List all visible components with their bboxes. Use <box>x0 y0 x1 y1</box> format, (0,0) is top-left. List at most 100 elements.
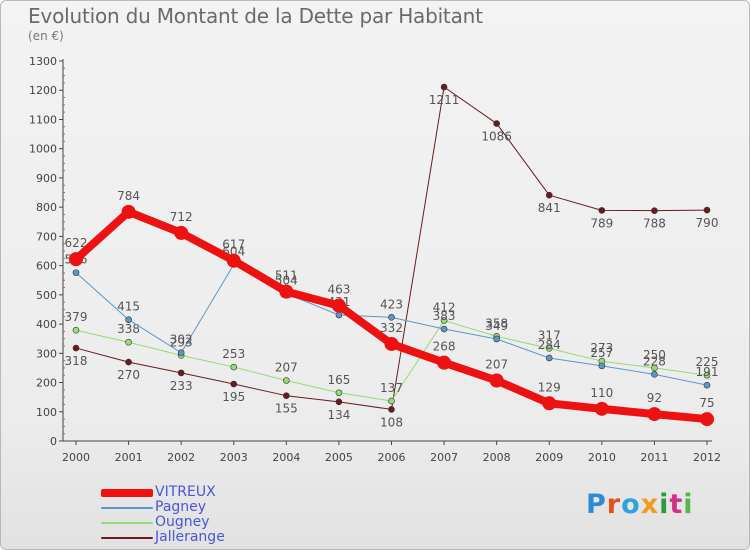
data-point <box>335 311 343 319</box>
data-point <box>388 397 395 405</box>
data-label: 1211 <box>429 93 460 107</box>
data-point <box>598 207 606 214</box>
data-label: 195 <box>222 390 245 404</box>
x-tick-label: 2005 <box>325 451 353 464</box>
legend-swatch <box>101 536 153 539</box>
data-label: 273 <box>590 341 613 355</box>
data-point <box>279 284 294 299</box>
data-label: 302 <box>170 333 193 347</box>
data-point <box>72 344 80 352</box>
data-label: 253 <box>222 347 245 361</box>
data-label: 207 <box>275 360 298 374</box>
data-point <box>226 253 241 268</box>
x-tick-label: 2004 <box>272 451 300 464</box>
y-tick-label: 1200 <box>29 84 57 97</box>
x-tick-label: 2011 <box>640 451 668 464</box>
data-label: 622 <box>65 236 88 250</box>
legend-item-vitreux: VITREUX <box>101 485 225 500</box>
data-label: 841 <box>538 201 561 215</box>
legend-swatch <box>101 506 153 509</box>
data-label: 250 <box>643 348 666 362</box>
data-point <box>489 373 504 388</box>
series-ougney: 379 338 293 253 207 165 137 412 358 317 273 250 225 <box>65 301 718 405</box>
data-label: 134 <box>327 408 350 422</box>
x-tick-label: 2007 <box>430 451 458 464</box>
data-label: 617 <box>222 238 245 252</box>
data-label: 423 <box>380 297 403 311</box>
x-tick-label: 2002 <box>167 451 195 464</box>
data-label: 379 <box>65 310 88 324</box>
data-label: 191 <box>696 365 719 379</box>
data-label: 338 <box>117 322 140 336</box>
logo-letter: P <box>586 489 607 520</box>
x-tick-label: 2000 <box>62 451 90 464</box>
logo-letter: x <box>640 489 660 520</box>
data-point <box>703 381 711 389</box>
logo-letter: i <box>683 489 694 520</box>
legend-swatch <box>101 488 153 497</box>
y-tick-label: 200 <box>36 377 57 390</box>
data-point <box>651 364 658 372</box>
series-jallerange: 318 270 233 195 155 134 108 1211 1086 841 789 788 79… <box>65 83 719 429</box>
data-label: 110 <box>590 386 613 400</box>
data-label: 788 <box>643 217 666 231</box>
y-tick-label: 800 <box>36 201 57 214</box>
legend-label: Jallerange <box>155 529 225 545</box>
data-label: 790 <box>696 216 719 230</box>
data-label: 155 <box>275 402 298 416</box>
data-point <box>69 252 83 267</box>
data-label: 784 <box>117 189 140 203</box>
logo-letter: t <box>669 489 684 520</box>
legend-label: Ougney <box>155 514 210 530</box>
data-label: 257 <box>590 346 613 360</box>
data-label: 270 <box>117 368 140 382</box>
data-label: 233 <box>170 379 193 393</box>
x-tick-label: 2012 <box>693 451 721 464</box>
data-point <box>594 401 609 416</box>
data-label: 207 <box>485 357 508 371</box>
data-label: 412 <box>433 301 456 315</box>
y-tick-label: 300 <box>36 347 57 360</box>
data-point <box>493 120 500 127</box>
legend-item-ougney: Ougney <box>101 515 225 530</box>
data-point <box>125 316 132 323</box>
data-point <box>283 392 290 399</box>
data-point <box>545 345 553 352</box>
data-point <box>388 406 395 413</box>
legend-item-jallerange: Jallerange <box>101 530 225 545</box>
y-tick-label: 1000 <box>29 143 57 156</box>
data-point <box>125 338 132 346</box>
data-label: 129 <box>538 380 561 394</box>
data-point <box>331 298 346 313</box>
data-point <box>545 354 553 362</box>
y-tick-label: 100 <box>36 406 57 419</box>
data-point <box>545 191 553 199</box>
data-label: 712 <box>170 210 193 224</box>
proxiti-logo: Proxiti <box>586 489 694 520</box>
data-point <box>437 355 452 370</box>
x-tick-label: 2009 <box>535 451 563 464</box>
data-label: 349 <box>485 319 508 333</box>
x-tick-label: 2006 <box>378 451 406 464</box>
data-point <box>174 225 189 240</box>
logo-letter: o <box>621 489 641 520</box>
data-point <box>703 206 711 214</box>
data-label: 789 <box>590 216 613 230</box>
data-label: 317 <box>538 328 561 342</box>
legend-label: VITREUX <box>155 484 216 500</box>
data-label: 75 <box>699 396 714 410</box>
logo-letter: r <box>606 489 622 520</box>
chart-title: Evolution du Montant de la Dette par Hab… <box>28 4 483 28</box>
data-point <box>440 325 448 333</box>
data-point <box>283 377 290 384</box>
legend-swatch <box>101 521 153 524</box>
data-point <box>703 371 711 379</box>
data-label: 358 <box>485 316 508 330</box>
data-point <box>72 269 80 276</box>
data-label: 165 <box>327 373 350 387</box>
data-point <box>335 389 343 397</box>
data-label: 383 <box>433 309 456 323</box>
x-tick-label: 2008 <box>483 451 511 464</box>
data-point <box>72 326 80 334</box>
